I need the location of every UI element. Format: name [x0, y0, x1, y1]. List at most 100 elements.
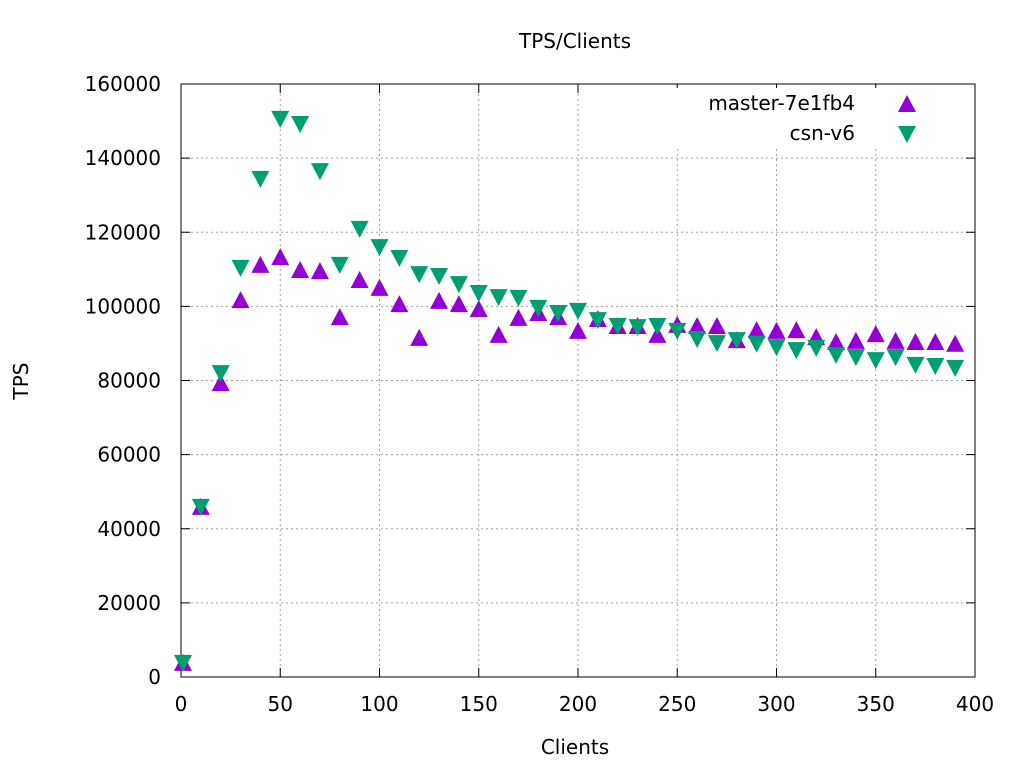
x-tick-label: 50 — [268, 692, 293, 716]
csn-point — [648, 318, 667, 336]
data-points — [173, 110, 965, 672]
csn-point — [291, 116, 310, 134]
csn-point — [350, 220, 369, 238]
x-tick-label: 0 — [175, 692, 188, 716]
y-tick-label: 40000 — [97, 517, 161, 541]
csn-point — [588, 312, 607, 330]
y-tick-label: 160000 — [85, 72, 161, 96]
csn-point — [191, 498, 210, 516]
master-point — [846, 331, 865, 349]
csn-point — [529, 299, 548, 317]
master-point — [330, 308, 349, 326]
csn-point — [430, 267, 449, 285]
master-point — [211, 374, 230, 392]
master-point — [926, 332, 945, 350]
legend-background — [672, 88, 932, 146]
x-tick-label: 350 — [857, 692, 895, 716]
legend-label-csn: csn-v6 — [790, 121, 855, 145]
x-axis-label: Clients — [541, 735, 609, 759]
y-tick-label: 80000 — [97, 369, 161, 393]
y-tick-label: 120000 — [85, 220, 161, 244]
x-tick-label: 300 — [757, 692, 795, 716]
csn-point — [807, 339, 826, 357]
csn-point — [330, 256, 349, 274]
csn-point — [668, 322, 687, 340]
master-point — [291, 261, 310, 279]
csn-point — [310, 163, 329, 181]
csn-point — [628, 319, 647, 337]
master-point — [767, 321, 786, 339]
master-point — [747, 321, 766, 339]
csn-point — [846, 349, 865, 367]
y-axis-label: TPS — [9, 363, 33, 401]
csn-point — [173, 654, 192, 672]
csn-point — [390, 249, 409, 267]
master-point — [390, 295, 409, 313]
master-point — [251, 255, 270, 273]
csn-point — [370, 239, 389, 257]
csn-point — [707, 335, 726, 353]
master-point — [271, 248, 290, 266]
master-point — [231, 291, 250, 309]
csn-point — [469, 285, 488, 303]
csn-point — [886, 349, 905, 367]
master-point — [569, 321, 587, 339]
legend: master-7e1fb4 csn-v6 — [672, 88, 932, 146]
csn-point — [767, 339, 786, 357]
grid — [181, 84, 975, 677]
x-tick-label: 400 — [956, 692, 994, 716]
legend-marker-master — [898, 95, 916, 112]
master-point — [946, 334, 965, 352]
master-point — [310, 262, 329, 280]
master-point — [410, 328, 429, 346]
master-point — [469, 299, 488, 317]
master-point — [827, 332, 846, 350]
master-point — [509, 308, 528, 326]
csn-point — [569, 302, 587, 320]
csn-point — [211, 365, 230, 383]
csn-point — [271, 110, 290, 128]
legend-label-master: master-7e1fb4 — [708, 91, 855, 115]
csn-point — [449, 276, 468, 294]
plot-frame — [180, 83, 976, 678]
csn-point — [946, 359, 965, 377]
csn-point — [231, 259, 250, 277]
csn-point — [727, 332, 746, 350]
y-tick-label: 140000 — [85, 146, 161, 170]
csn-point — [906, 356, 925, 374]
master-point — [489, 325, 508, 343]
csn-point — [747, 335, 766, 353]
master-point — [886, 331, 905, 349]
master-point — [430, 291, 449, 309]
csn-point — [827, 346, 846, 364]
csn-point — [688, 330, 707, 348]
csn-point — [489, 289, 508, 307]
y-tick-label: 20000 — [97, 591, 161, 615]
master-point — [350, 271, 369, 289]
master-point — [906, 332, 925, 350]
csn-point — [410, 266, 429, 284]
master-point — [866, 325, 885, 343]
x-tick-label: 150 — [460, 692, 498, 716]
master-point — [707, 317, 726, 335]
master-point — [688, 317, 707, 335]
x-tick-label: 100 — [360, 692, 398, 716]
csn-point — [866, 352, 885, 370]
master-point — [370, 278, 389, 296]
x-tick-label: 250 — [658, 692, 696, 716]
master-point — [449, 295, 468, 313]
axis-ticks: 0 20000 40000 60000 80000 100000 120000 140000 1… — [85, 72, 994, 716]
y-tick-label: 60000 — [97, 443, 161, 467]
master-point — [787, 321, 806, 339]
csn-point — [787, 342, 806, 360]
csn-point — [608, 318, 627, 336]
x-tick-label: 200 — [559, 692, 597, 716]
csn-point — [549, 305, 568, 323]
csn-point — [509, 289, 528, 307]
csn-point — [251, 170, 270, 188]
csn-point — [926, 358, 945, 376]
legend-marker-csn — [898, 126, 916, 143]
y-tick-label: 0 — [148, 665, 161, 689]
y-tick-label: 100000 — [85, 294, 161, 318]
